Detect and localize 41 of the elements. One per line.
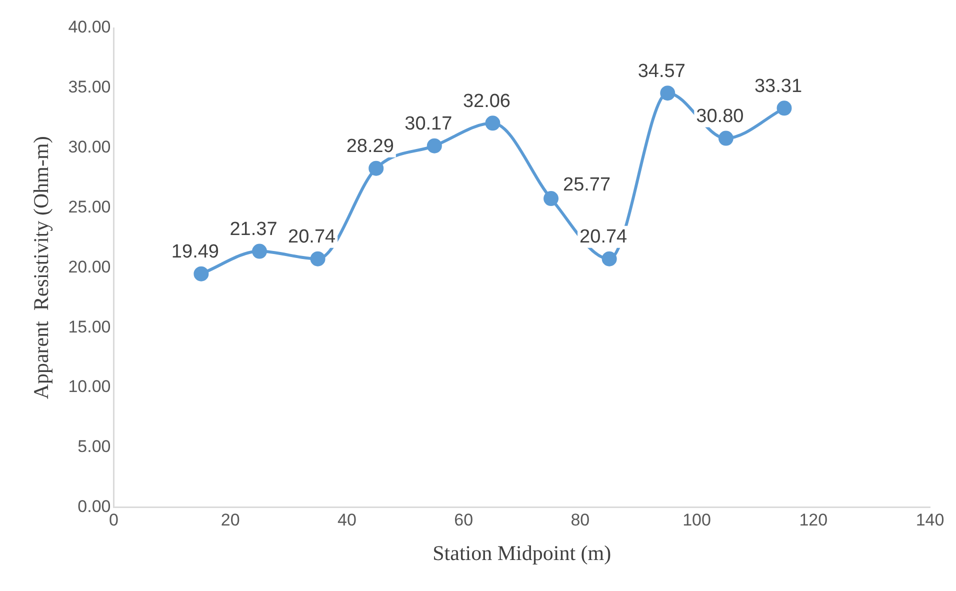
point	[194, 266, 209, 282]
text: 21.37	[230, 219, 278, 240]
point	[718, 130, 734, 146]
x-tick-label: 100	[682, 510, 711, 530]
text: 34.57	[638, 60, 686, 82]
point	[426, 138, 442, 154]
point	[660, 86, 676, 101]
y-tick-label: 20.00	[68, 257, 111, 276]
y-tick-label: 25.00	[68, 197, 111, 216]
point	[368, 160, 384, 176]
y-tick-label: 10.00	[68, 377, 111, 396]
point	[252, 244, 267, 259]
x-tick-label: 140	[916, 510, 944, 530]
y-axis-title: Apparent Resistivity (Ohm-m)	[29, 136, 54, 400]
y-tick-label: 35.00	[68, 78, 111, 97]
y-tick-label: 0.00	[78, 497, 111, 516]
x-axis-title: Station Midpoint (m)	[432, 540, 612, 565]
y-tick-label: 15.00	[68, 317, 111, 336]
text: 20.74	[288, 226, 336, 248]
text: 19.49	[171, 242, 219, 263]
y-tick-label: 5.00	[78, 437, 111, 456]
point	[602, 251, 617, 266]
point	[776, 100, 792, 116]
y-tick-label: 40.00	[68, 18, 111, 37]
text: 25.77	[563, 174, 611, 196]
text: 32.06	[462, 90, 510, 112]
text: 20.74	[580, 226, 628, 248]
x-tick-label: 0	[109, 510, 118, 530]
text: 30.80	[696, 106, 744, 127]
text: 28.29	[346, 136, 394, 158]
text: 30.17	[404, 114, 452, 135]
y-tick-label: 30.00	[68, 138, 111, 157]
x-tick-label: 120	[799, 510, 828, 530]
x-tick-label: 20	[220, 510, 240, 530]
x-tick-label: 40	[337, 510, 356, 530]
x-tick-label: 80	[570, 510, 590, 530]
point	[485, 116, 500, 131]
point	[544, 191, 559, 206]
x-tick-label: 60	[454, 510, 474, 530]
point	[310, 251, 326, 266]
text: 33.31	[754, 76, 802, 97]
